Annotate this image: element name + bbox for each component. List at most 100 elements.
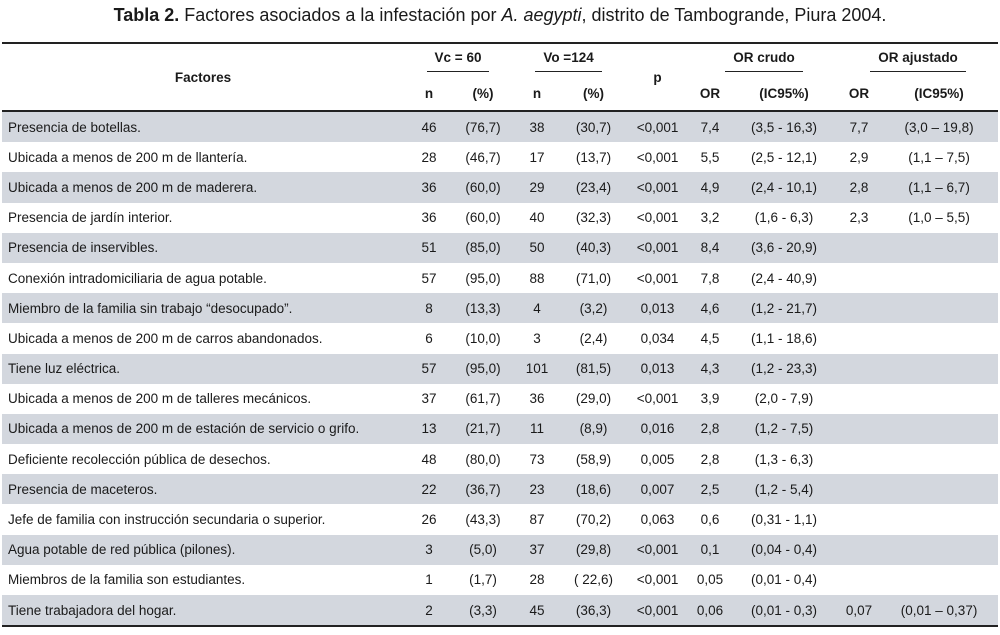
cell-or-crudo: 2,8 <box>690 413 731 445</box>
cell-or-ajustado <box>838 232 881 263</box>
cell-ic-crudo: (2,5 - 12,1) <box>751 149 818 165</box>
cell-vc-pct: (76,7) <box>454 111 513 143</box>
cell-vo-pct: (18,6) <box>562 474 626 505</box>
cell-vo-n: 36 <box>529 391 545 407</box>
cell-vc-pct: (60,0) <box>465 210 501 226</box>
cell-p: 0,016 <box>625 413 691 445</box>
cell-ic-ajustado: (1,0 – 5,5) <box>908 210 970 226</box>
cell-ic-ajustado <box>880 504 998 534</box>
header-or-crudo-or: OR <box>699 86 721 101</box>
cell-factor: Agua potable de red pública (pilones). <box>2 534 404 565</box>
cell-or-crudo: 4,6 <box>690 293 731 324</box>
cell-or-ajustado <box>838 413 881 445</box>
cell-vo-pct: (29,0) <box>575 391 612 407</box>
cell-p: <0,001 <box>625 172 691 203</box>
cell-vc-n: 3 <box>404 534 454 565</box>
cell-factor: Ubicada a menos de 200 m de carros aband… <box>8 330 323 346</box>
header-or-crudo-ic: (IC95%) <box>759 86 809 101</box>
header-vo-pct: (%) <box>583 86 605 101</box>
table-row: Ubicada a menos de 200 m de estación de … <box>2 413 999 445</box>
cell-ic-ajustado: (1,1 – 7,5) <box>908 149 970 165</box>
cell-or-ajustado <box>838 474 881 505</box>
cell-vc-pct: (3,3) <box>454 595 513 627</box>
caption-location: , distrito de Tambogrande, Piura 2004. <box>581 5 887 25</box>
cell-or-crudo: 4,5 <box>700 330 720 346</box>
table-row: Presencia de inservibles. 51 (85,0) 50 (40,3… <box>2 232 999 263</box>
cell-ic-ajustado <box>880 474 999 505</box>
cell-vc-n: 57 <box>404 353 454 384</box>
table-row: Miembros de la familia son estudiantes. 1… <box>2 565 998 595</box>
cell-or-ajustado <box>838 565 880 595</box>
table-row: Deficiente recolección pública de desech… <box>2 444 998 474</box>
cell-or-ajustado <box>838 293 881 324</box>
cell-vc-n: 36 <box>404 172 454 203</box>
cell-or-crudo: 3,9 <box>700 391 720 407</box>
cell-factor: Ubicada a menos de 200 m de talleres mec… <box>8 391 312 407</box>
cell-ic-crudo: (1,2 - 23,3) <box>730 353 839 384</box>
cell-vo-pct: (32,3) <box>575 210 612 226</box>
cell-vc-pct: (85,0) <box>454 232 513 263</box>
cell-vc-n: 57 <box>421 270 437 286</box>
cell-ic-crudo: (1,2 - 5,4) <box>730 474 839 505</box>
cell-or-crudo: 2,5 <box>690 474 731 505</box>
table-row: Ubicada a menos de 200 m de carros aband… <box>2 323 998 353</box>
cell-factor: Presencia de maceteros. <box>2 474 404 505</box>
cell-vo-n: 87 <box>529 512 545 528</box>
cell-or-crudo: 0,6 <box>700 512 720 528</box>
cell-or-crudo: 3,2 <box>700 210 720 226</box>
cell-ic-ajustado <box>880 293 999 324</box>
cell-or-ajustado <box>838 384 880 414</box>
cell-ic-ajustado <box>880 323 998 353</box>
cell-factor: Ubicada a menos de 200 m de maderera. <box>2 172 404 203</box>
table-row: Ubicada a menos de 200 m de talleres mec… <box>2 384 998 414</box>
cell-vc-pct: (61,7) <box>465 391 501 407</box>
cell-factor: Deficiente recolección pública de desech… <box>8 451 271 467</box>
cell-ic-ajustado: (1,1 – 6,7) <box>880 172 999 203</box>
cell-or-crudo: 0,1 <box>690 534 731 565</box>
cell-ic-ajustado <box>880 353 999 384</box>
cell-ic-ajustado <box>880 413 999 445</box>
cell-or-ajustado: 0,07 <box>838 595 881 627</box>
cell-vo-pct: (70,2) <box>575 512 612 528</box>
cell-or-crudo: 7,4 <box>690 111 731 143</box>
cell-vc-n: 1 <box>425 572 433 588</box>
cell-vo-pct: (58,9) <box>575 451 612 467</box>
cell-vc-pct: (95,0) <box>465 270 501 286</box>
caption-label: Tabla 2. <box>113 5 180 25</box>
cell-factor: Miembro de la familia sin trabajo “desoc… <box>2 293 404 324</box>
cell-ic-crudo: (0,04 - 0,4) <box>730 534 839 565</box>
cell-vo-n: 101 <box>512 353 563 384</box>
cell-ic-ajustado <box>880 444 998 474</box>
cell-ic-crudo: (3,5 - 16,3) <box>730 111 839 143</box>
cell-vo-pct: (29,8) <box>562 534 626 565</box>
table-row: Presencia de jardín interior. 36 (60,0) 40 (… <box>2 203 998 233</box>
cell-vo-pct: (81,5) <box>562 353 626 384</box>
cell-vo-pct: (30,7) <box>562 111 626 143</box>
cell-vo-n: 3 <box>533 330 541 346</box>
cell-vc-pct: (36,7) <box>454 474 513 505</box>
table-row: Agua potable de red pública (pilones). 3 (… <box>2 534 999 565</box>
header-or-ajustado: OR ajustado <box>838 43 998 77</box>
cell-vc-pct: (60,0) <box>454 172 513 203</box>
cell-factor: Jefe de familia con instrucción secundar… <box>8 512 326 528</box>
table-caption: Tabla 2. Factores asociados a la infesta… <box>0 4 1000 26</box>
header-p: p <box>653 69 662 85</box>
cell-factor: Tiene trabajadora del hogar. <box>2 595 404 627</box>
cell-vc-pct: (1,7) <box>469 572 497 588</box>
cell-ic-crudo: (1,2 - 7,5) <box>730 413 839 445</box>
cell-p: <0,001 <box>636 391 679 407</box>
table-row: Ubicada a menos de 200 m de llantería. 28… <box>2 142 998 172</box>
cell-vo-n: 29 <box>512 172 563 203</box>
table-row: Jefe de familia con instrucción secundar… <box>2 504 998 534</box>
cell-factor: Presencia de inservibles. <box>2 232 404 263</box>
header-vc: Vc = 60 <box>404 43 512 77</box>
cell-p: <0,001 <box>636 149 679 165</box>
cell-vo-n: 88 <box>529 270 545 286</box>
cell-vo-pct: (13,7) <box>575 149 612 165</box>
header-factores: Factores <box>174 69 232 85</box>
cell-p: <0,001 <box>625 232 691 263</box>
cell-vo-pct: (23,4) <box>562 172 626 203</box>
cell-factor: Ubicada a menos de 200 m de estación de … <box>2 413 404 445</box>
cell-vc-pct: (21,7) <box>454 413 513 445</box>
cell-ic-crudo: (1,3 - 6,3) <box>754 451 814 467</box>
